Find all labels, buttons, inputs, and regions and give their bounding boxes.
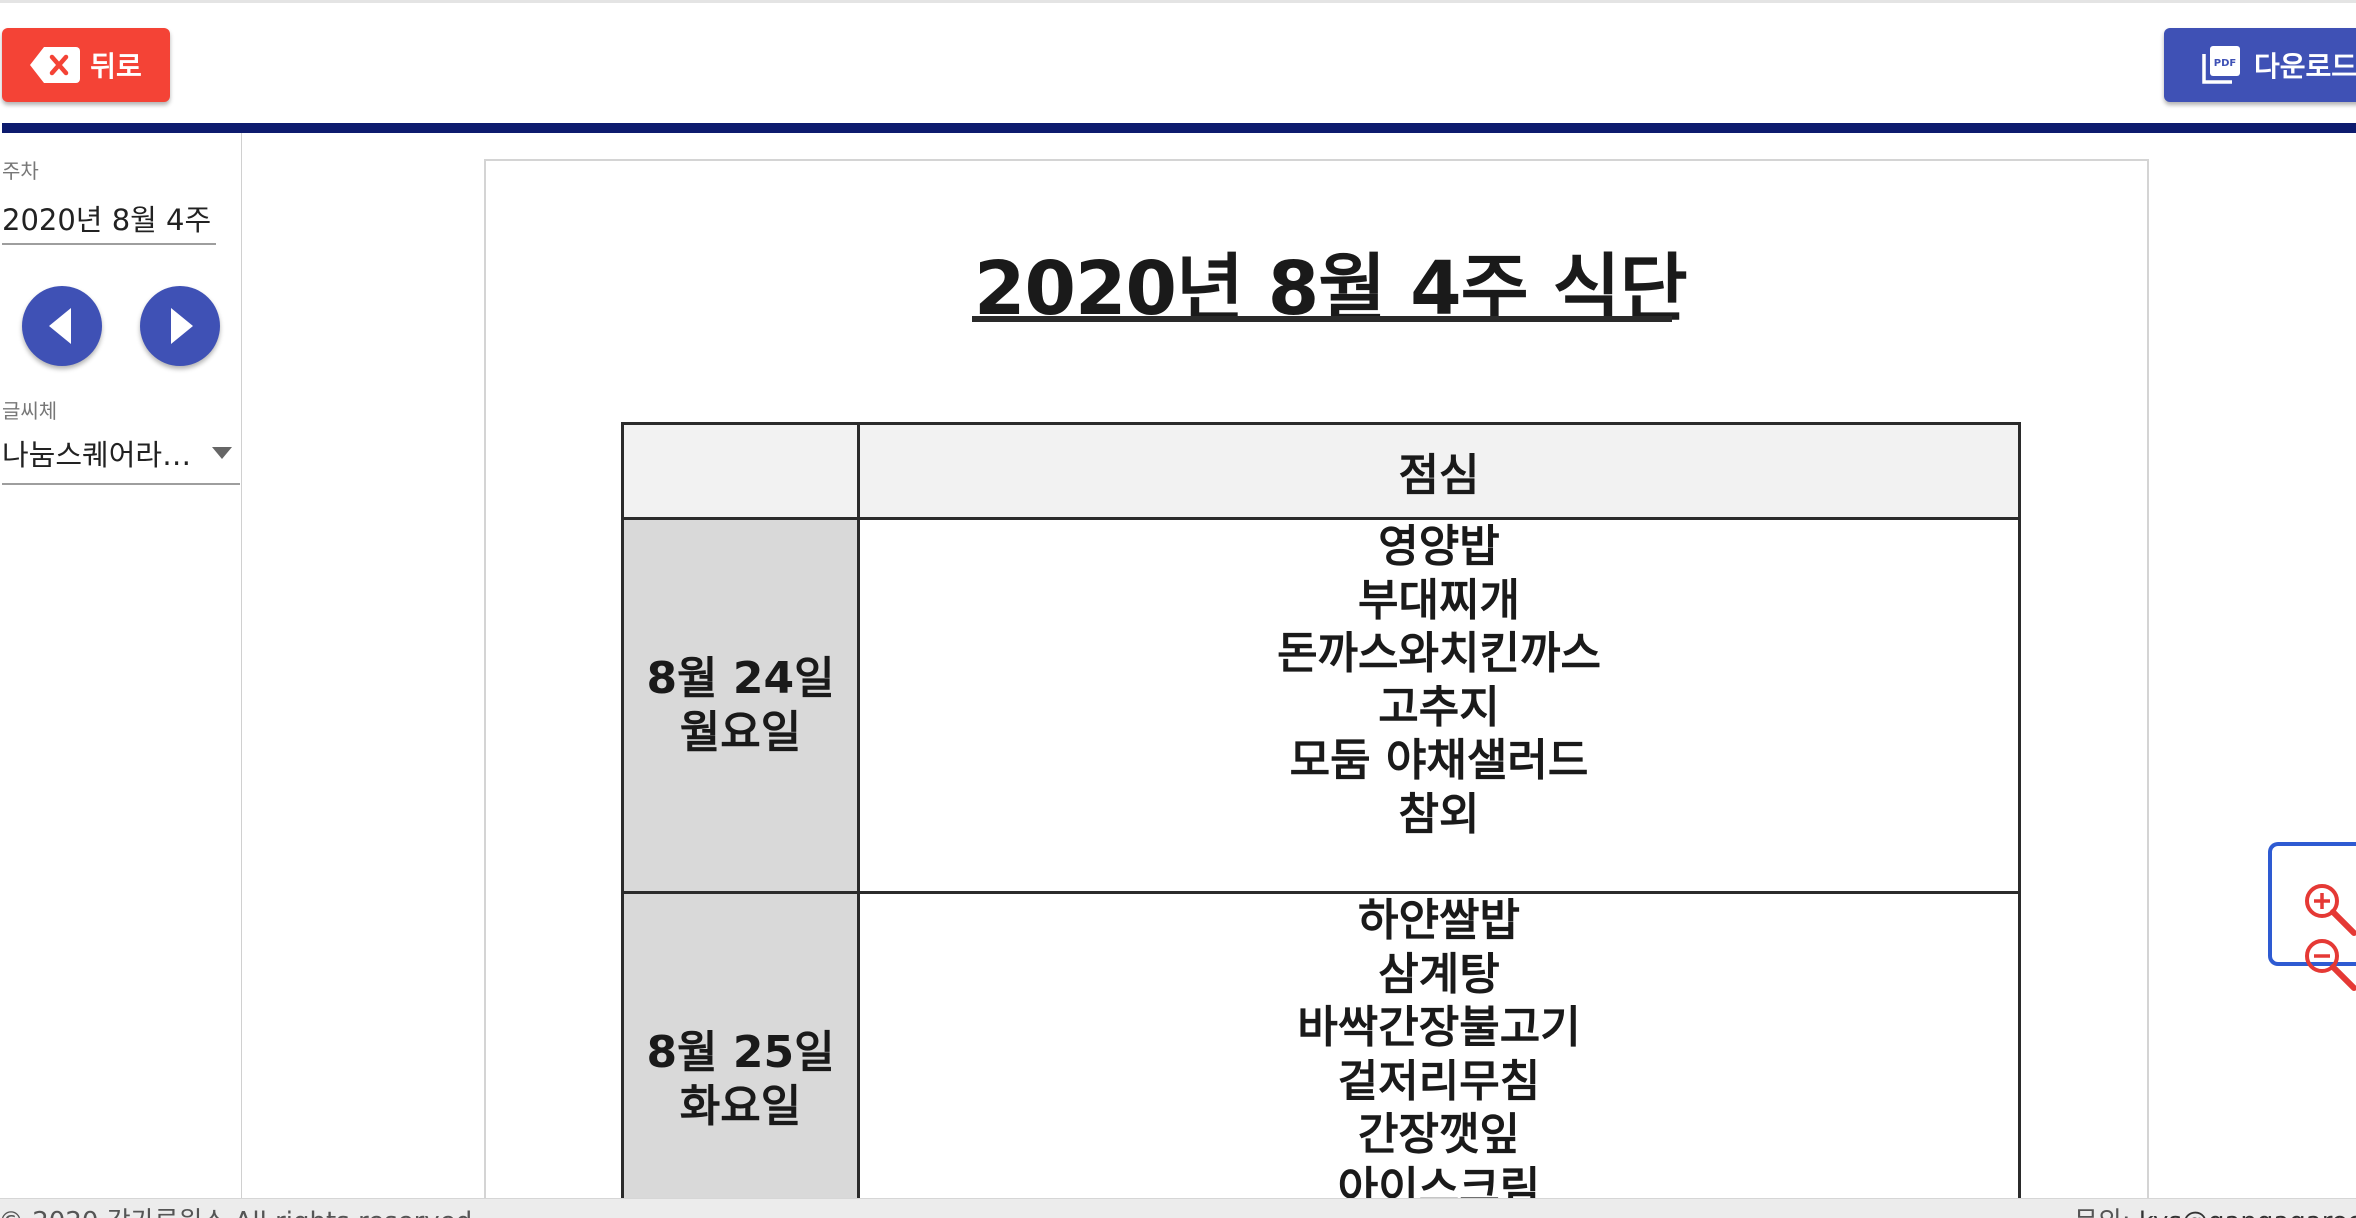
menu-item: 영양밥	[860, 520, 2018, 574]
font-select[interactable]: 나눔스퀘어라운드	[2, 423, 240, 485]
menu-item: 참외	[860, 788, 2018, 842]
table-header-row: 점심	[623, 424, 2020, 519]
font-label: 글씨체	[2, 395, 57, 424]
menu-item: 고추지	[860, 681, 2018, 735]
previous-week-button[interactable]	[22, 286, 102, 366]
menu-table: 점심 8월 24일 월요일 영양밥 부대찌개 돈까스와치킨까스 고추지 모둠 야…	[621, 422, 2021, 1218]
arrow-right-icon	[165, 308, 195, 344]
day-cell: 8월 24일 월요일	[623, 519, 859, 893]
footer: © 2020 강가루원스 All rights reserved. 문의: ky…	[0, 1198, 2356, 1218]
svg-text:PDF: PDF	[2214, 58, 2236, 69]
lunch-column-header: 점심	[859, 424, 2020, 519]
close-tag-icon	[30, 47, 80, 83]
day-weekday: 월요일	[624, 706, 857, 760]
copyright-text: © 2020 강가루원스 All rights reserved.	[0, 1201, 480, 1218]
arrow-left-icon	[47, 308, 77, 344]
next-week-button[interactable]	[140, 286, 220, 366]
contact-email[interactable]: kys@gangagaroo.com	[2139, 1207, 2356, 1218]
title-underline	[972, 316, 1672, 322]
menu-item: 돈까스와치킨까스	[860, 627, 2018, 681]
dropdown-arrow-icon	[212, 447, 232, 459]
table-row: 8월 25일 화요일 하얀쌀밥 삼계탕 바싹간장불고기 겉저리무침 간장깻잎 아…	[623, 893, 2020, 1218]
contact-label: 문의:	[2074, 1207, 2139, 1218]
menu-item: 바싹간장불고기	[860, 1001, 2018, 1055]
day-cell: 8월 25일 화요일	[623, 893, 859, 1218]
menu-item: 겉저리무침	[860, 1055, 2018, 1109]
back-button-label: 뒤로	[90, 45, 142, 85]
top-border	[0, 0, 2356, 3]
day-weekday: 화요일	[624, 1080, 857, 1134]
day-date: 8월 25일	[624, 1026, 857, 1080]
menu-item: 하얀쌀밥	[860, 894, 2018, 948]
header-divider	[2, 123, 2356, 133]
zoom-in-icon[interactable]	[2300, 879, 2356, 937]
contact-info: 문의: kys@gangagaroo.com	[2074, 1201, 2356, 1218]
pdf-icon: PDF	[2200, 44, 2242, 86]
font-select-value: 나눔스퀘어라운드	[2, 432, 202, 474]
meal-cell: 하얀쌀밥 삼계탕 바싹간장불고기 겉저리무침 간장깻잎 아이스크림	[859, 893, 2020, 1218]
menu-item: 삼계탕	[860, 948, 2018, 1002]
zoom-controls	[2268, 842, 2356, 966]
menu-item: 부대찌개	[860, 574, 2018, 628]
menu-document: 2020년 8월 4주 식단 점심 8월 24일 월요일 영양밥 부대찌개 돈까…	[484, 159, 2149, 1218]
week-label: 주차	[2, 155, 39, 184]
day-date: 8월 24일	[624, 652, 857, 706]
table-corner-cell	[623, 424, 859, 519]
week-input[interactable]: 2020년 8월 4주	[2, 195, 216, 245]
zoom-out-icon[interactable]	[2300, 934, 2356, 992]
meal-cell: 영양밥 부대찌개 돈까스와치킨까스 고추지 모둠 야채샐러드 참외	[859, 519, 2020, 893]
download-pdf-button[interactable]: PDF 다운로드	[2164, 28, 2356, 102]
sidebar: 주차 2020년 8월 4주 글씨체 나눔스퀘어라운드	[0, 133, 242, 1198]
menu-item: 모둠 야채샐러드	[860, 734, 2018, 788]
table-row: 8월 24일 월요일 영양밥 부대찌개 돈까스와치킨까스 고추지 모둠 야채샐러…	[623, 519, 2020, 893]
menu-item: 간장깻잎	[860, 1108, 2018, 1162]
back-button[interactable]: 뒤로	[2, 28, 170, 102]
download-button-label: 다운로드	[2254, 45, 2356, 85]
